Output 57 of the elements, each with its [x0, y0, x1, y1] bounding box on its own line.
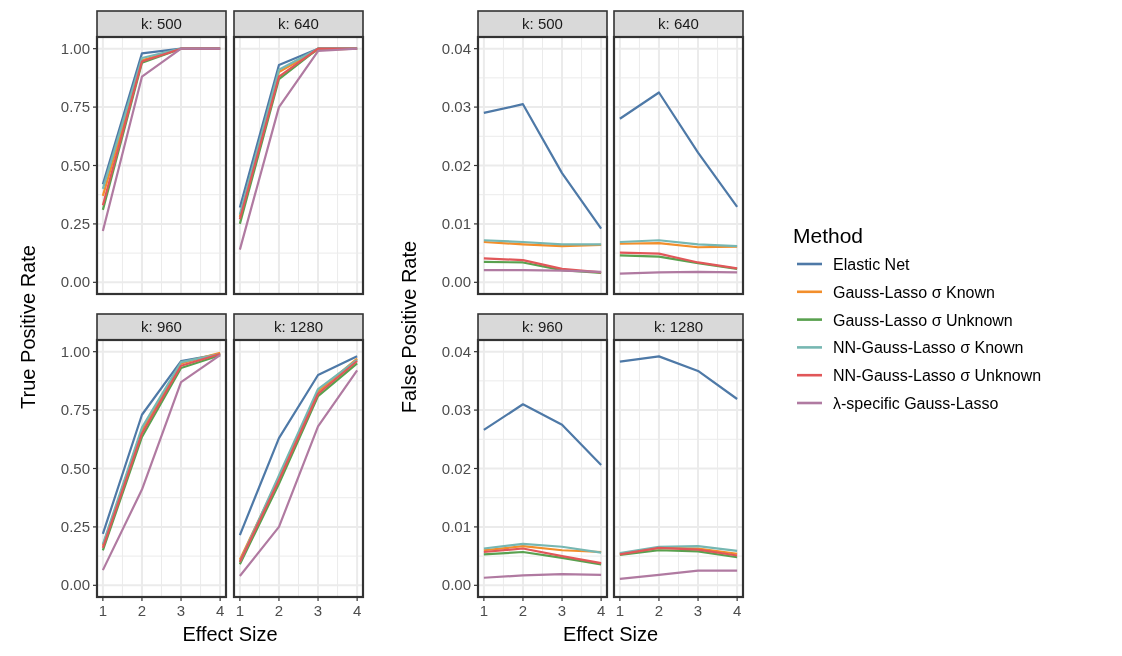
x-tick-label: 1 [98, 602, 108, 619]
legend-label: Gauss-Lasso σ Unknown [833, 311, 1013, 329]
x-tick-label: 4 [215, 602, 225, 619]
y-tick-label: 0.50 [60, 156, 90, 174]
x-tick-label: 3 [313, 602, 323, 619]
y-tick-label: 1.00 [60, 39, 90, 57]
x-tick-label: 4 [732, 602, 742, 619]
y-tick-label: 0.01 [441, 214, 471, 232]
x-tick-label: 3 [176, 602, 186, 619]
chart-title: k: 500 [141, 15, 182, 32]
legend-label: Elastic Net [833, 256, 911, 273]
y-tick-label: 0.02 [441, 459, 471, 477]
x-tick-label: 3 [557, 602, 567, 619]
x-tick-label: 4 [596, 602, 606, 619]
chart-title: k: 1280 [653, 318, 704, 335]
y-tick-label: 0.00 [441, 273, 471, 291]
y-tick-label: 0.25 [60, 517, 90, 535]
x-tick-label: 2 [518, 602, 528, 619]
chart-title: k: 960 [141, 318, 182, 335]
x-tick-label: 2 [274, 602, 284, 619]
chart-title: k: 640 [658, 15, 699, 32]
y-tick-label: 0.25 [60, 214, 90, 232]
line-series [482, 403, 603, 467]
x-tick-label: 2 [137, 602, 147, 619]
legend-label: NN-Gauss-Lasso σ Known [833, 339, 1024, 357]
x-tick-label: 2 [654, 602, 664, 619]
x-tick-label: 1 [615, 602, 625, 619]
legend-label: λ-specific Gauss-Lasso [833, 395, 999, 412]
y-axis-title: False Positive Rate [398, 240, 420, 414]
x-tick-label: 4 [352, 602, 362, 619]
chart-title: k: 1280 [273, 318, 324, 335]
y-tick-label: 0.50 [60, 459, 90, 477]
y-tick-label: 0.02 [441, 156, 471, 174]
x-tick-label: 1 [479, 602, 489, 619]
chart-title: k: 500 [522, 15, 563, 32]
y-tick-label: 0.00 [60, 273, 90, 291]
x-tick-label: 1 [235, 602, 245, 619]
y-tick-label: 0.75 [60, 98, 90, 116]
line-series [482, 103, 603, 230]
x-axis-title: Effect Size [182, 623, 278, 645]
x-tick-label: 3 [693, 602, 703, 619]
y-tick-label: 0.75 [60, 401, 90, 419]
legend-label: NN-Gauss-Lasso σ Unknown [833, 367, 1042, 385]
y-tick-label: 0.03 [441, 98, 471, 116]
y-tick-label: 0.01 [441, 517, 471, 535]
legend-title: Method [793, 224, 864, 247]
y-tick-label: 1.00 [60, 342, 90, 360]
y-tick-label: 0.04 [441, 342, 471, 360]
y-tick-label: 0.04 [441, 39, 471, 57]
chart-title: k: 640 [278, 15, 319, 32]
chart-title: k: 960 [522, 318, 563, 335]
y-tick-label: 0.00 [60, 576, 90, 594]
y-tick-label: 0.03 [441, 401, 471, 419]
x-axis-title: Effect Size [562, 623, 659, 645]
y-tick-label: 0.00 [441, 576, 471, 594]
legend-label: Gauss-Lasso σ Known [833, 283, 995, 301]
y-axis-title: True Positive Rate [17, 245, 39, 409]
